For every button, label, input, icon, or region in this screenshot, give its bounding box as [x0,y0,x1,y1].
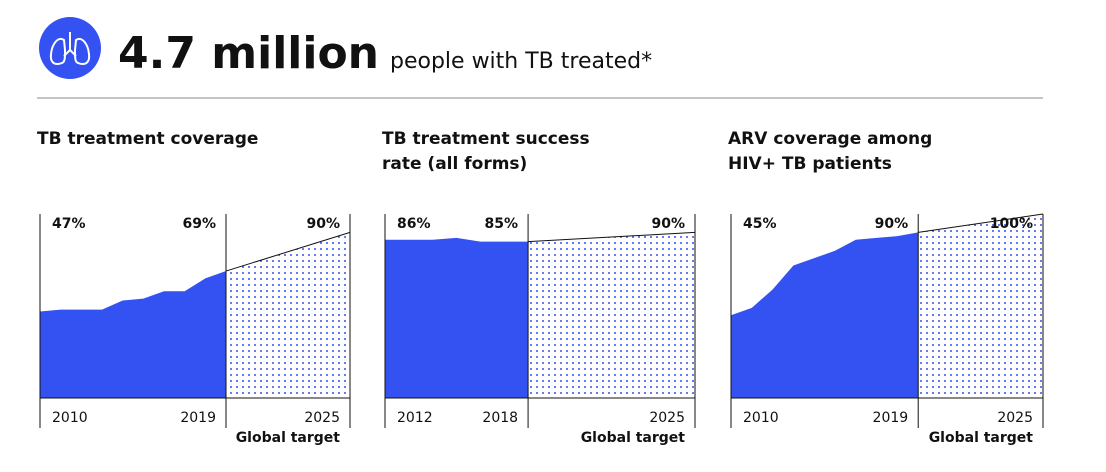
target-value-label: 90% [306,216,340,232]
target-area [528,232,695,398]
target-line [918,213,1044,233]
value-label: 86% [397,216,431,232]
headline-text: people with TB treated* [390,49,652,74]
value-label: 47% [52,216,86,232]
value-label: 69% [182,216,216,232]
chart-title: ARV coverage among HIV+ TB patients [728,129,933,174]
x-tick-label: 2019 [873,410,909,426]
area [731,232,919,398]
x-tick-label: 2018 [482,410,518,426]
value-label: 90% [875,216,909,232]
target-label: Global target [236,430,341,446]
lungs-icon [39,17,101,79]
x-tick-label: 2010 [743,410,779,426]
value-label: 85% [485,216,519,232]
target-label: Global target [929,430,1034,446]
x-tick-label: 2025 [304,410,340,426]
area [40,271,226,398]
chart-title: TB treatment success rate (all forms) [382,129,590,174]
x-tick-label: 2010 [52,410,88,426]
target-value-label: 90% [651,216,685,232]
area [385,237,529,398]
x-tick-label: 2025 [997,410,1033,426]
target-value-label: 100% [990,216,1033,232]
x-tick-label: 2025 [649,410,685,426]
target-label: Global target [581,430,686,446]
x-tick-label: 2019 [180,410,216,426]
target-area [226,232,350,398]
value-label: 45% [743,216,777,232]
headline-figure: 4.7 million [118,28,379,79]
chart-title: TB treatment coverage [37,129,259,149]
target-line [528,231,696,243]
x-tick-label: 2012 [397,410,433,426]
target-area [918,214,1043,398]
target-line [225,231,351,272]
